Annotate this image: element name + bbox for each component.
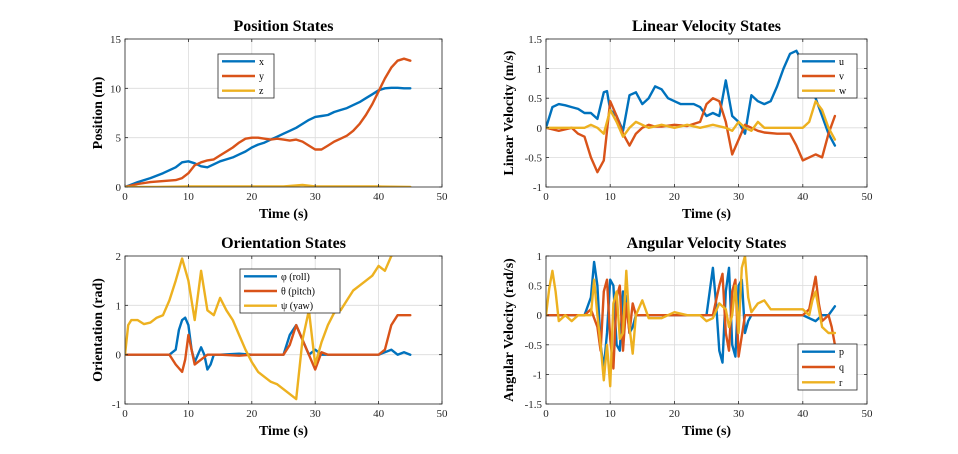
x-tick-label: 20: [246, 191, 258, 203]
x-tick-label: 30: [733, 191, 745, 203]
legend-label: y: [259, 72, 264, 83]
legend-label: φ (roll): [281, 272, 310, 283]
axes-box: [545, 38, 868, 188]
x-tick-label: 20: [669, 408, 681, 420]
plot-area: [125, 39, 442, 187]
chart-title: Position States: [234, 18, 334, 35]
legend: uvw: [797, 53, 858, 99]
series-line--yaw-: [125, 256, 394, 401]
x-tick-label: 30: [310, 191, 322, 203]
legend-label: z: [259, 86, 264, 97]
x-tick-label: 40: [373, 408, 385, 420]
series-line-u: [546, 49, 837, 147]
x-tick-label: 30: [310, 408, 322, 420]
axes-box: [124, 38, 443, 188]
axes-box: [124, 255, 443, 405]
x-axis-title: Time (s): [682, 207, 731, 222]
y-tick-label: -1: [533, 182, 542, 194]
legend-label: x: [259, 57, 264, 68]
y-tick-label: 10: [110, 83, 122, 95]
y-tick-label: 1: [537, 251, 543, 263]
series-line-y: [125, 57, 412, 187]
y-axis-title: Orientation (rad): [91, 278, 106, 382]
x-tick-label: 40: [797, 191, 809, 203]
y-tick-label: 2: [116, 251, 122, 263]
x-tick-label: 30: [733, 408, 745, 420]
x-tick-label: 40: [797, 408, 809, 420]
x-tick-label: 10: [183, 408, 195, 420]
y-tick-label: 0: [537, 123, 543, 135]
y-tick-label: 0: [116, 350, 122, 362]
series-line-x: [125, 86, 412, 187]
y-tick-label: 0: [537, 310, 543, 322]
legend-label: p: [839, 347, 844, 358]
series-line-z: [125, 183, 412, 187]
x-tick-label: 50: [437, 191, 449, 203]
series-line--pitch-: [125, 314, 412, 374]
legend: φ (roll) θ (pitch) ψ (yaw): [239, 268, 341, 314]
y-tick-label: 1.5: [528, 34, 542, 46]
y-axis-title: Linear Velocity (m/s): [502, 50, 517, 175]
chart-panel-1: 0 10 20 30 40 50 0 5 10 15 Position States Time (s)…: [91, 18, 448, 222]
chart-panel-4: 0 10 20 30 40 50 -1.5 -1 -0.5 0 0.5 1 Angular Veloci…: [502, 235, 873, 439]
axes-box: [545, 255, 868, 405]
series-line-w: [546, 100, 837, 141]
x-tick-label: 50: [437, 408, 449, 420]
y-tick-label: -1: [112, 399, 121, 411]
legend: xyz: [217, 53, 275, 99]
legend-label: v: [839, 72, 844, 83]
y-axis-title: Position (m): [91, 76, 106, 149]
legend-label: w: [839, 86, 847, 97]
legend-label: r: [839, 378, 843, 389]
y-tick-label: -0.5: [525, 340, 543, 352]
x-tick-label: 10: [605, 408, 617, 420]
x-axis-title: Time (s): [259, 207, 308, 222]
legend: pqr: [797, 343, 858, 391]
legend-label: u: [839, 57, 844, 68]
x-tick-label: 50: [862, 408, 874, 420]
y-tick-label: -0.5: [525, 152, 543, 164]
y-tick-label: -1.5: [525, 399, 543, 411]
series-line-q: [546, 272, 837, 370]
x-tick-label: 0: [543, 408, 549, 420]
x-axis-title: Time (s): [259, 424, 308, 439]
y-tick-label: 0.5: [528, 281, 542, 293]
chart-title: Angular Velocity States: [627, 235, 787, 252]
series-line-v: [546, 97, 837, 174]
y-tick-label: 0: [116, 182, 122, 194]
x-axis-title: Time (s): [682, 424, 731, 439]
series-line-r: [546, 256, 837, 388]
y-tick-label: 1: [537, 64, 543, 76]
chart-title: Orientation States: [221, 235, 346, 252]
legend-label: θ (pitch): [281, 287, 315, 298]
x-tick-label: 40: [373, 191, 385, 203]
y-tick-label: 5: [116, 133, 122, 145]
chart-title: Linear Velocity States: [632, 18, 781, 35]
y-tick-label: -1: [533, 369, 542, 381]
x-tick-label: 20: [246, 408, 258, 420]
legend-label: ψ (yaw): [281, 301, 313, 312]
legend-label: q: [839, 363, 844, 374]
x-tick-label: 10: [183, 191, 195, 203]
x-tick-label: 50: [862, 191, 874, 203]
y-tick-label: 0.5: [528, 93, 542, 105]
y-axis-title: Angular Velocity (rad/s): [502, 258, 517, 402]
chart-panel-2: 0 10 20 30 40 50 -1 -0.5 0 0.5 1 1.5 Linear Velocity…: [502, 18, 873, 222]
x-tick-label: 20: [669, 191, 681, 203]
y-tick-label: 15: [110, 34, 122, 46]
x-tick-label: 0: [122, 191, 128, 203]
x-tick-label: 0: [122, 408, 128, 420]
y-tick-label: 1: [116, 300, 122, 312]
x-tick-label: 0: [543, 191, 549, 203]
x-tick-label: 10: [605, 191, 617, 203]
